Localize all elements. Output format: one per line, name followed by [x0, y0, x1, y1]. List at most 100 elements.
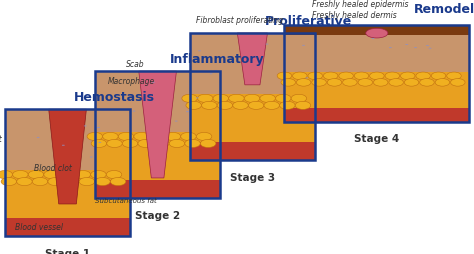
Bar [284, 25, 469, 122]
Ellipse shape [451, 78, 465, 86]
Text: Stage 1: Stage 1 [45, 249, 90, 254]
Bar [5, 109, 130, 170]
Ellipse shape [343, 78, 357, 86]
Ellipse shape [244, 94, 260, 102]
Ellipse shape [308, 72, 322, 80]
Ellipse shape [107, 139, 122, 148]
Ellipse shape [48, 178, 64, 186]
Ellipse shape [389, 78, 403, 86]
Ellipse shape [281, 78, 295, 86]
Ellipse shape [217, 101, 233, 109]
Ellipse shape [17, 178, 32, 186]
Ellipse shape [32, 178, 48, 186]
Polygon shape [237, 33, 267, 85]
Bar [284, 25, 469, 35]
Ellipse shape [323, 72, 338, 80]
Bar [190, 33, 315, 94]
Ellipse shape [91, 170, 106, 179]
Ellipse shape [354, 72, 369, 80]
Text: Macrophage: Macrophage [107, 77, 155, 86]
Ellipse shape [374, 78, 388, 86]
Text: Remodeling: Remodeling [414, 3, 474, 16]
Ellipse shape [291, 94, 307, 102]
Ellipse shape [419, 78, 434, 86]
Ellipse shape [91, 139, 107, 148]
Ellipse shape [95, 178, 110, 186]
Ellipse shape [198, 94, 213, 102]
Ellipse shape [103, 132, 118, 140]
Bar [95, 180, 220, 198]
Ellipse shape [277, 72, 292, 80]
Bar [190, 33, 315, 160]
Ellipse shape [138, 139, 154, 148]
Ellipse shape [118, 132, 134, 140]
Ellipse shape [275, 94, 291, 102]
Ellipse shape [447, 72, 461, 80]
Text: Blood clot: Blood clot [34, 164, 72, 173]
Ellipse shape [165, 132, 181, 140]
Ellipse shape [339, 72, 353, 80]
Ellipse shape [134, 132, 149, 140]
Bar [95, 71, 220, 198]
Ellipse shape [64, 178, 79, 186]
Bar [284, 25, 469, 72]
Ellipse shape [292, 72, 307, 80]
Ellipse shape [201, 101, 217, 109]
Ellipse shape [196, 132, 212, 140]
Bar [95, 132, 220, 180]
Ellipse shape [110, 178, 126, 186]
Ellipse shape [264, 101, 280, 109]
Ellipse shape [248, 101, 264, 109]
Ellipse shape [228, 94, 244, 102]
Ellipse shape [149, 132, 165, 140]
Ellipse shape [13, 170, 28, 179]
Bar [284, 108, 469, 122]
Text: Scab: Scab [126, 60, 145, 69]
Polygon shape [49, 109, 86, 204]
Ellipse shape [201, 139, 216, 148]
Ellipse shape [366, 28, 388, 38]
Ellipse shape [79, 178, 95, 186]
Ellipse shape [0, 170, 12, 179]
Ellipse shape [295, 101, 311, 109]
Ellipse shape [312, 78, 326, 86]
Ellipse shape [181, 132, 196, 140]
Ellipse shape [169, 139, 185, 148]
Ellipse shape [1, 178, 17, 186]
Text: Freshly healed dermis: Freshly healed dermis [312, 11, 397, 20]
Ellipse shape [122, 139, 138, 148]
Ellipse shape [154, 139, 169, 148]
Ellipse shape [327, 78, 342, 86]
Text: Proliferative: Proliferative [265, 15, 352, 28]
Bar [190, 142, 315, 160]
Text: Inflammatory: Inflammatory [170, 53, 265, 66]
Ellipse shape [358, 78, 373, 86]
Ellipse shape [87, 132, 102, 140]
Ellipse shape [182, 94, 197, 102]
Bar [190, 94, 315, 142]
Ellipse shape [416, 72, 430, 80]
Ellipse shape [59, 170, 75, 179]
Ellipse shape [44, 170, 59, 179]
Polygon shape [139, 71, 176, 178]
Text: Freshly healed epidermis: Freshly healed epidermis [312, 0, 409, 9]
Text: Fibroblast proliferating: Fibroblast proliferating [196, 16, 283, 25]
Ellipse shape [106, 170, 122, 179]
Ellipse shape [185, 139, 201, 148]
Bar [5, 170, 130, 218]
Text: Fibroblast: Fibroblast [0, 135, 2, 144]
Ellipse shape [385, 72, 400, 80]
Ellipse shape [186, 101, 201, 109]
Bar [5, 109, 130, 236]
Text: Subcutaneous fat: Subcutaneous fat [95, 198, 157, 204]
Ellipse shape [404, 78, 419, 86]
Ellipse shape [75, 170, 91, 179]
Ellipse shape [370, 72, 384, 80]
Bar [284, 72, 469, 108]
Ellipse shape [435, 78, 450, 86]
Text: Stage 2: Stage 2 [135, 211, 180, 221]
Text: Stage 4: Stage 4 [354, 134, 400, 145]
Ellipse shape [401, 72, 415, 80]
Text: Stage 3: Stage 3 [230, 173, 275, 183]
Ellipse shape [296, 78, 311, 86]
